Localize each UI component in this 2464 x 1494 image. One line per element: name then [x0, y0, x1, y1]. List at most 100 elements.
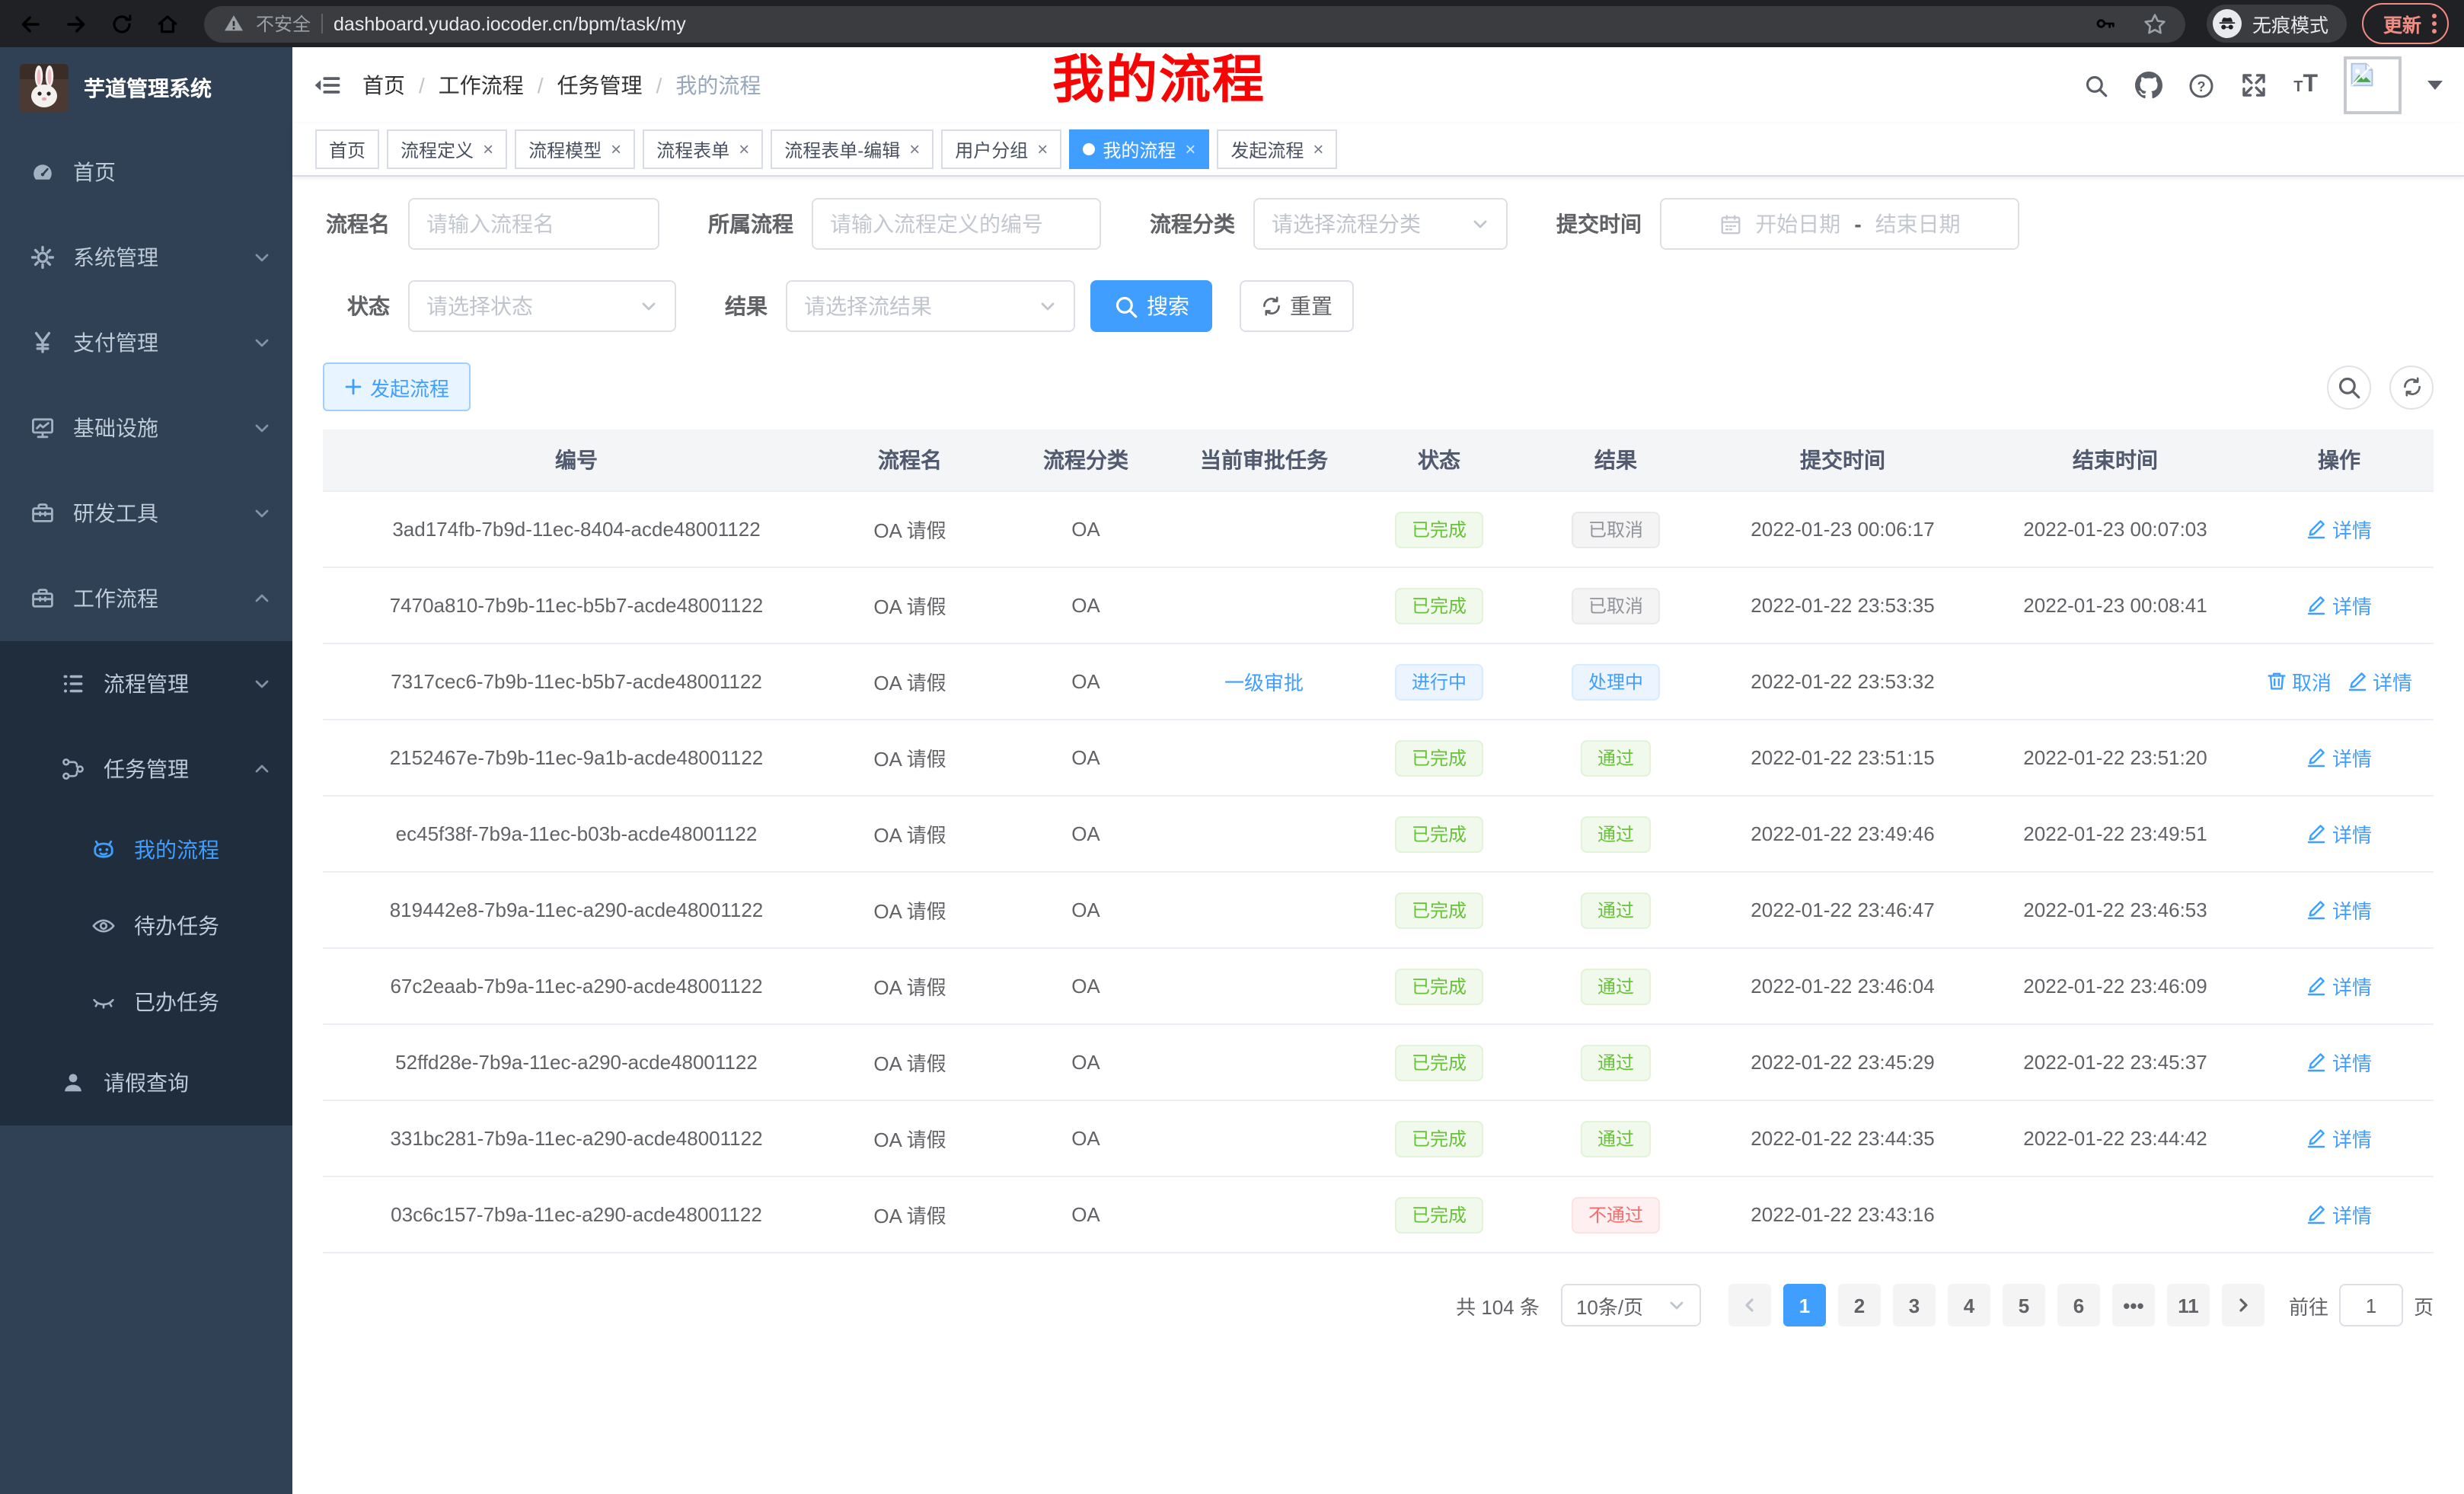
tab-my-process[interactable]: 我的流程 × — [1069, 129, 1210, 169]
sidebar-item-todo-tasks[interactable]: 待办任务 — [0, 888, 292, 964]
sidebar-item-leave-query[interactable]: 请假查询 — [0, 1040, 292, 1125]
page-button-6[interactable]: 6 — [2057, 1284, 2100, 1326]
prev-page-button[interactable] — [1728, 1284, 1771, 1326]
close-icon[interactable]: × — [1313, 139, 1324, 160]
forward-icon[interactable] — [61, 8, 91, 39]
page-size-select[interactable]: 10条/页 — [1560, 1284, 1701, 1326]
security-label[interactable]: 不安全 — [256, 14, 311, 35]
close-icon[interactable]: × — [1185, 139, 1196, 160]
refresh-table-button[interactable] — [2389, 365, 2434, 409]
sidebar-item-task-mgmt[interactable]: 任务管理 — [0, 726, 292, 812]
toggle-search-button[interactable] — [2327, 365, 2371, 409]
status-badge: 已完成 — [1394, 739, 1483, 776]
kebab-menu-icon[interactable] — [2432, 14, 2437, 34]
tab-process-form-edit[interactable]: 流程表单-编辑 × — [771, 129, 934, 169]
page-button-3[interactable]: 3 — [1892, 1284, 1936, 1326]
sidebar-item-system[interactable]: 系统管理 — [0, 215, 292, 300]
breadcrumb-item[interactable]: 任务管理 — [557, 73, 643, 97]
detail-link[interactable]: 详情 — [2306, 1124, 2372, 1153]
cell-category: OA — [990, 567, 1182, 644]
process-table: 编号 流程名 流程分类 当前审批任务 状态 结果 提交时间 结束时间 操作 3ad174fb-7… — [323, 429, 2434, 1253]
cell-category: OA — [990, 491, 1182, 568]
tab-home[interactable]: 首页 — [315, 129, 380, 169]
breadcrumb-item[interactable]: 工作流程 — [438, 73, 524, 97]
close-icon[interactable]: × — [611, 139, 622, 160]
close-icon[interactable]: × — [483, 139, 494, 160]
create-process-button[interactable]: 发起流程 — [323, 362, 471, 411]
sidebar-item-process-mgmt[interactable]: 流程管理 — [0, 641, 292, 726]
detail-link[interactable]: 详情 — [2306, 515, 2372, 544]
category-select[interactable]: 请选择流程分类 — [1253, 198, 1508, 250]
next-page-button[interactable] — [2221, 1284, 2265, 1326]
detail-link[interactable]: 详情 — [2306, 743, 2372, 772]
cell-end-time — [1986, 1176, 2245, 1253]
tab-process-model[interactable]: 流程模型 × — [515, 129, 636, 169]
sidebar-item-workflow[interactable]: 工作流程 — [0, 556, 292, 641]
detail-link[interactable]: 详情 — [2306, 819, 2372, 848]
question-icon[interactable]: ? — [2188, 72, 2214, 98]
page-button-11[interactable]: 11 — [2166, 1284, 2210, 1326]
bookmark-star-icon[interactable] — [2143, 11, 2167, 36]
tab-start-process[interactable]: 发起流程 × — [1217, 129, 1338, 169]
reload-icon[interactable] — [107, 8, 137, 39]
result-select[interactable]: 请选择流结果 — [786, 280, 1075, 332]
chevron-down-icon[interactable] — [2427, 81, 2443, 90]
hamburger-icon[interactable] — [314, 73, 341, 97]
process-name-input[interactable] — [408, 198, 659, 250]
github-icon[interactable] — [2135, 72, 2163, 99]
edit-icon — [2306, 595, 2328, 616]
tab-user-group[interactable]: 用户分组 × — [941, 129, 1062, 169]
process-def-input[interactable] — [812, 198, 1101, 250]
cell-process-name: OA 请假 — [830, 1176, 990, 1253]
sidebar-item-home[interactable]: 首页 — [0, 129, 292, 215]
avatar[interactable] — [2344, 56, 2402, 114]
process-name-label: 流程名 — [326, 212, 390, 236]
close-icon[interactable]: × — [1037, 139, 1048, 160]
sidebar-item-label: 支付管理 — [73, 330, 158, 355]
detail-link[interactable]: 详情 — [2306, 895, 2372, 924]
back-icon[interactable] — [15, 8, 46, 39]
submit-time-range[interactable]: 开始日期 - 结束日期 — [1660, 198, 2019, 250]
detail-link[interactable]: 详情 — [2306, 1200, 2372, 1229]
user-icon — [61, 1071, 85, 1095]
page-button-1[interactable]: 1 — [1783, 1284, 1826, 1326]
status-select[interactable]: 请选择状态 — [408, 280, 676, 332]
detail-link[interactable]: 详情 — [2306, 1048, 2372, 1077]
close-icon[interactable]: × — [909, 139, 921, 160]
column-header: 编号 — [323, 429, 830, 492]
tab-process-definition[interactable]: 流程定义 × — [387, 129, 508, 169]
tab-process-form[interactable]: 流程表单 × — [643, 129, 764, 169]
update-button[interactable]: 更新 — [2361, 3, 2449, 44]
detail-link[interactable]: 详情 — [2306, 972, 2372, 1001]
sidebar-item-devtools[interactable]: 研发工具 — [0, 471, 292, 556]
breadcrumb-item[interactable]: 首页 — [362, 73, 405, 97]
page-button-2[interactable]: 2 — [1837, 1284, 1881, 1326]
page-size-value: 10条/页 — [1575, 1295, 1644, 1318]
detail-link[interactable]: 详情 — [2306, 591, 2372, 620]
cell-submit-time: 2022-01-22 23:45:29 — [1700, 1024, 1986, 1101]
sidebar-item-infra[interactable]: 基础设施 — [0, 385, 292, 471]
detail-link[interactable]: 详情 — [2347, 667, 2412, 696]
goto-page-input[interactable] — [2338, 1284, 2403, 1326]
cell-process-name: OA 请假 — [830, 567, 990, 644]
sidebar-item-my-process[interactable]: 我的流程 — [0, 812, 292, 888]
reset-button[interactable]: 重置 — [1240, 280, 1354, 332]
cancel-link[interactable]: 取消 — [2266, 667, 2332, 696]
tab-label: 流程模型 — [528, 139, 602, 161]
sidebar-item-done-tasks[interactable]: 已办任务 — [0, 964, 292, 1040]
cell-category: OA — [990, 720, 1182, 796]
close-icon[interactable]: × — [739, 139, 750, 160]
fullscreen-icon[interactable] — [2240, 72, 2268, 99]
home-icon[interactable] — [152, 8, 183, 39]
app-logo[interactable]: 芋道管理系统 — [0, 47, 292, 129]
search-icon[interactable] — [2083, 72, 2109, 98]
page-button-5[interactable]: 5 — [2002, 1284, 2045, 1326]
key-icon[interactable] — [2094, 12, 2117, 35]
font-size-icon[interactable]: TT — [2293, 72, 2318, 97]
task-link[interactable]: 一级审批 — [1224, 672, 1304, 694]
search-button[interactable]: 搜索 — [1090, 280, 1212, 332]
more-pages-button[interactable]: ••• — [2111, 1284, 2155, 1326]
url-bar[interactable]: 不安全 dashboard.yudao.iocoder.cn/bpm/task/… — [204, 5, 2185, 42]
page-button-4[interactable]: 4 — [1947, 1284, 1990, 1326]
sidebar-item-payment[interactable]: 支付管理 — [0, 300, 292, 385]
